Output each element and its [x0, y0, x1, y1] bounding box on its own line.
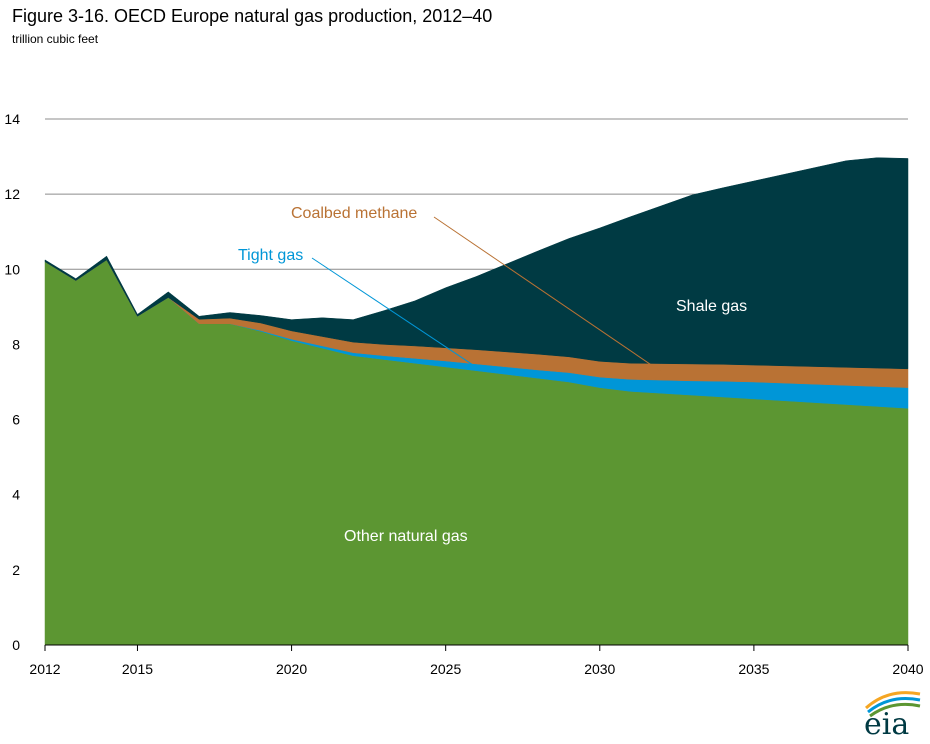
x-tick-label: 2020	[276, 661, 307, 677]
x-tick-label: 2040	[892, 661, 923, 677]
y-tick-label: 0	[12, 637, 20, 653]
x-tick-label: 2030	[584, 661, 615, 677]
other-natural-gas-label: Other natural gas	[344, 528, 468, 545]
shale-gas-label: Shale gas	[676, 298, 747, 315]
eia-logo: eia	[864, 691, 921, 738]
series-annotations: Coalbed methane Tight gas Shale gas Other n…	[238, 205, 747, 545]
coalbed-methane-label: Coalbed methane	[291, 205, 417, 222]
x-tick-labels: 2012 2015 2020 2025 2030 2035 2040	[29, 644, 924, 677]
tight-gas-label: Tight gas	[238, 247, 303, 264]
x-tick-label: 2035	[738, 661, 769, 677]
y-tick-label: 4	[12, 487, 20, 503]
x-tick-label: 2012	[29, 661, 60, 677]
coalbed-methane-leader-line	[433, 216, 662, 373]
chart-subtitle: trillion cubic feet	[12, 32, 99, 46]
y-tick-label: 14	[4, 111, 20, 127]
y-tick-labels: 0 2 4 6 8 10 12 14	[4, 111, 20, 653]
y-tick-label: 6	[12, 412, 20, 428]
x-tick-label: 2025	[430, 661, 461, 677]
area-series	[44, 157, 909, 646]
y-tick-label: 2	[12, 562, 20, 578]
y-tick-label: 8	[12, 336, 20, 352]
chart-title: Figure 3-16. OECD Europe natural gas pro…	[12, 6, 493, 26]
tight-gas-leader-line	[311, 257, 477, 368]
x-tick-label: 2015	[122, 661, 153, 677]
y-tick-label: 10	[4, 261, 20, 277]
y-tick-label: 12	[4, 186, 20, 202]
eia-logo-text: eia	[864, 707, 909, 738]
area-shale-gas	[44, 157, 909, 370]
